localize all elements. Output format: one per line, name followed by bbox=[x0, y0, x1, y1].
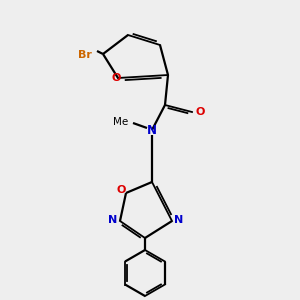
Text: Br: Br bbox=[78, 50, 92, 60]
Text: N: N bbox=[108, 215, 118, 225]
Text: Me: Me bbox=[113, 117, 129, 127]
Text: O: O bbox=[195, 107, 205, 117]
Text: N: N bbox=[174, 215, 184, 225]
Text: O: O bbox=[111, 73, 121, 83]
Text: O: O bbox=[116, 185, 126, 195]
Text: N: N bbox=[147, 124, 157, 136]
